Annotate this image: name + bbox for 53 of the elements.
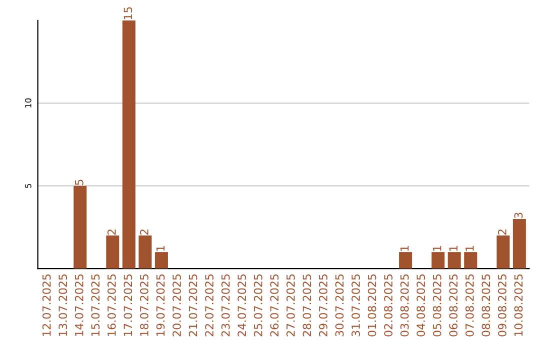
bar <box>512 218 526 269</box>
bar <box>154 252 168 269</box>
x-tick-label: 19.07.2025 <box>156 274 165 336</box>
x-tick-label: 30.07.2025 <box>335 274 344 336</box>
y-tick-label: 10 <box>25 98 32 108</box>
x-tick-label: 13.07.2025 <box>58 274 68 336</box>
data-label: 2 <box>107 230 116 235</box>
bar <box>448 252 461 269</box>
data-label: 1 <box>156 246 165 251</box>
x-tick-label: 08.08.2025 <box>482 274 490 336</box>
bar <box>432 252 445 269</box>
x-tick-label: 25.07.2025 <box>254 274 262 336</box>
data-label: 2 <box>498 230 506 235</box>
x-tick-label: 27.07.2025 <box>286 274 295 336</box>
data-label: 15 <box>124 7 132 20</box>
data-label: 1 <box>449 246 458 251</box>
x-tick-label: 16.07.2025 <box>107 274 116 336</box>
x-tick-label: 02.08.2025 <box>384 274 392 336</box>
bar <box>106 236 120 269</box>
x-tick-label: 03.08.2025 <box>400 274 409 336</box>
bar <box>399 252 412 269</box>
data-label: 1 <box>433 246 442 251</box>
data-label: 2 <box>140 230 148 235</box>
x-tick-label: 18.07.2025 <box>140 274 148 336</box>
x-tick-label: 22.07.2025 <box>205 274 214 336</box>
x-tick-label: 07.08.2025 <box>465 274 474 336</box>
bar <box>464 252 478 269</box>
x-tick-label: 20.07.2025 <box>172 274 181 336</box>
data-label: 3 <box>514 212 523 218</box>
data-label: 5 <box>75 180 84 186</box>
bar <box>138 236 152 269</box>
x-tick-label: 21.07.2025 <box>188 274 198 336</box>
bar <box>496 236 510 269</box>
x-tick-label: 06.08.2025 <box>449 274 458 336</box>
data-label: 1 <box>466 246 474 251</box>
x-tick-label: 24.07.2025 <box>238 274 246 336</box>
x-tick-label: 26.07.2025 <box>270 274 279 336</box>
x-tick-label: 28.07.2025 <box>302 274 312 336</box>
x-tick-label: 23.07.2025 <box>221 274 230 336</box>
x-tick-label: 10.08.2025 <box>514 274 523 336</box>
x-tick-label: 01.08.2025 <box>368 274 376 336</box>
x-tick-label: 17.07.2025 <box>124 274 132 336</box>
x-tick-label: 29.07.2025 <box>319 274 328 336</box>
x-tick-label: 14.07.2025 <box>74 274 84 336</box>
x-tick-label: 09.08.2025 <box>498 274 506 336</box>
data-label: 1 <box>400 246 409 251</box>
bar <box>74 186 87 269</box>
x-tick-label: 31.07.2025 <box>352 274 360 336</box>
bar <box>122 20 136 269</box>
x-tick-label: 05.08.2025 <box>432 274 442 336</box>
x-tick-label: 12.07.2025 <box>42 274 51 336</box>
x-tick-label: 04.08.2025 <box>416 274 426 336</box>
x-tick-label: 15.07.2025 <box>91 274 100 336</box>
